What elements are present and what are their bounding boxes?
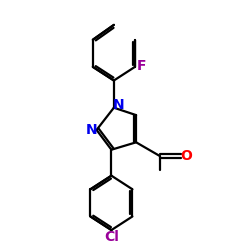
Text: F: F <box>136 59 146 73</box>
Text: Cl: Cl <box>104 230 119 244</box>
Text: N: N <box>112 98 124 112</box>
Text: O: O <box>180 149 192 163</box>
Text: N: N <box>85 123 97 137</box>
